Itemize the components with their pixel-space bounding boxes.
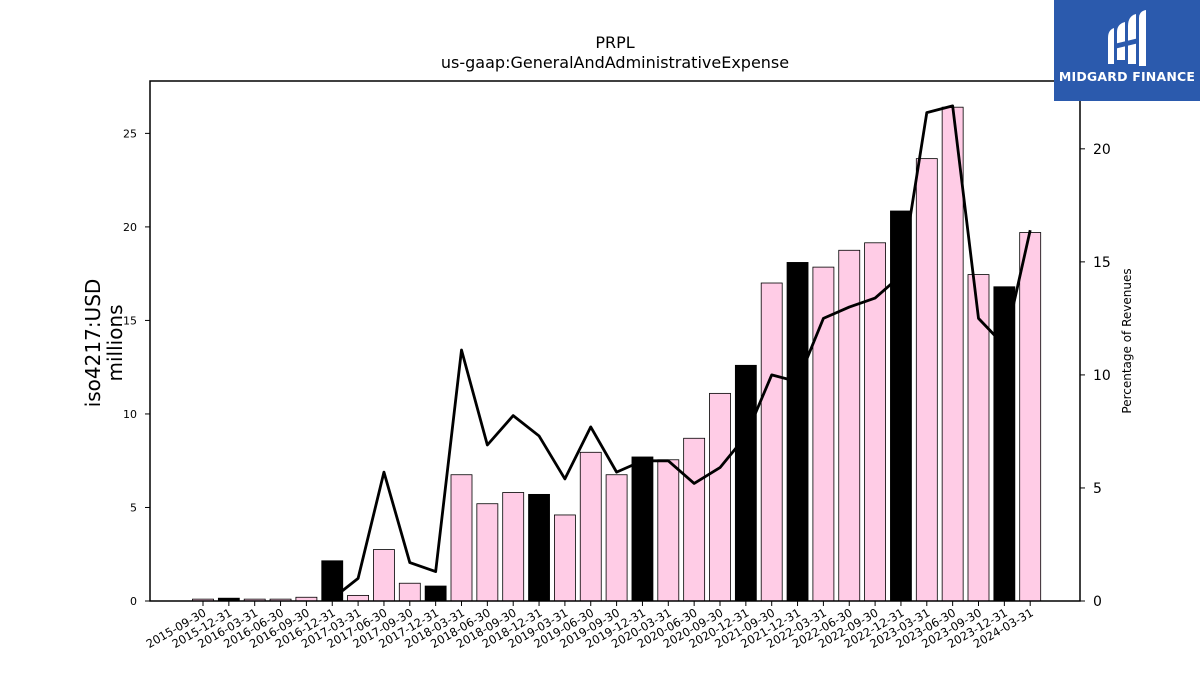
bar xyxy=(734,364,757,602)
y-tick-label: 10 xyxy=(123,408,137,421)
x-axis: 2015-09-302015-12-312016-03-312016-06-30… xyxy=(144,601,1036,651)
bar xyxy=(683,437,706,602)
logo-text: MIDGARD FINANCE xyxy=(1058,69,1196,84)
chart-subtitle: us-gaap:GeneralAndAdministrativeExpense xyxy=(441,53,789,72)
bar xyxy=(579,451,602,602)
bar xyxy=(967,274,990,602)
bar xyxy=(321,560,344,602)
bars-layer xyxy=(192,106,1042,602)
y2-tick-label: 5 xyxy=(1093,481,1102,497)
bar xyxy=(424,585,447,602)
bar xyxy=(528,493,550,602)
bar xyxy=(786,262,809,602)
y-axis-label: iso4217:USDmillions xyxy=(81,279,127,408)
bar xyxy=(450,474,473,602)
bar xyxy=(502,492,525,602)
bar xyxy=(605,474,628,602)
bar xyxy=(631,456,654,602)
bar xyxy=(476,503,499,602)
y2-tick-label: 0 xyxy=(1093,594,1102,610)
y2-tick-label: 20 xyxy=(1093,142,1111,158)
y2-tick-label: 10 xyxy=(1093,368,1111,384)
y-tick-label: 20 xyxy=(123,221,137,234)
y-tick-label: 25 xyxy=(123,127,137,140)
bar xyxy=(941,106,964,602)
y-tick-label: 5 xyxy=(130,501,137,514)
bar xyxy=(1019,232,1042,602)
midgard-logo-icon xyxy=(1108,10,1146,66)
series-line xyxy=(331,104,1032,600)
bar xyxy=(347,594,370,602)
y-axis-left: 0 5 10 15 20 25 xyxy=(123,127,150,608)
bar xyxy=(838,249,861,602)
line-layer xyxy=(331,104,1032,600)
bar xyxy=(373,549,395,602)
y-tick-label: 0 xyxy=(130,595,137,608)
y-axis-label-line: iso4217:USD xyxy=(81,279,105,408)
bar xyxy=(915,158,938,602)
chart-title: PRPL xyxy=(595,33,634,52)
y-axis-right: 0 5 10 15 20 xyxy=(1080,142,1111,610)
bar xyxy=(760,282,783,602)
y-tick-label: 15 xyxy=(123,314,137,327)
bar xyxy=(398,582,421,602)
y2-tick-label: 15 xyxy=(1093,255,1111,271)
brand-logo: MIDGARD FINANCE xyxy=(1054,0,1200,101)
plot-frame xyxy=(149,80,1081,602)
bar xyxy=(993,286,1016,602)
y-axis-label-line: millions xyxy=(103,304,127,381)
bar xyxy=(554,514,576,602)
y2-axis-label: Percentage of Revenues xyxy=(1120,268,1134,413)
bar xyxy=(709,392,731,602)
bar xyxy=(657,459,680,602)
